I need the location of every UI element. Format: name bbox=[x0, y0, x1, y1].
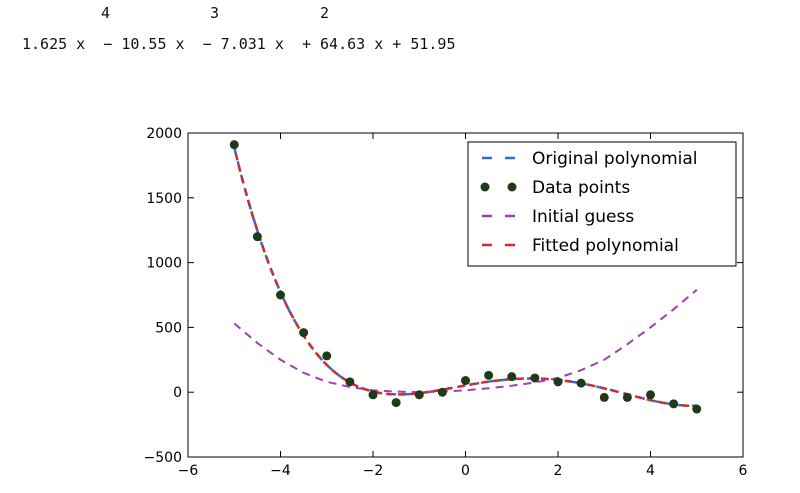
x-tick-label: 0 bbox=[461, 463, 470, 479]
y-tick-label: 1500 bbox=[146, 191, 182, 207]
data-point bbox=[622, 392, 632, 402]
x-tick-label: −2 bbox=[363, 463, 384, 479]
data-point bbox=[692, 404, 702, 414]
data-point bbox=[646, 390, 655, 400]
data-point bbox=[553, 377, 563, 387]
data-point bbox=[391, 398, 401, 408]
data-point bbox=[322, 351, 332, 361]
y-tick-label: 2000 bbox=[146, 126, 182, 142]
equation-text: 1.625 x − 10.55 x − 7.031 x + 64.63 x + … bbox=[22, 35, 456, 53]
data-point bbox=[530, 373, 540, 383]
data-point bbox=[414, 390, 424, 400]
data-point bbox=[599, 392, 609, 402]
data-point bbox=[299, 328, 309, 338]
legend-label: Fitted polynomial bbox=[532, 236, 679, 256]
data-point bbox=[229, 140, 239, 150]
legend-marker bbox=[507, 182, 517, 192]
legend-label: Data points bbox=[532, 178, 630, 198]
legend-label: Initial guess bbox=[532, 207, 634, 227]
equation: 4 3 2 1.625 x − 10.55 x − 7.031 x + 64.6… bbox=[0, 0, 800, 70]
data-point bbox=[437, 387, 447, 397]
data-point bbox=[252, 232, 262, 242]
x-tick-label: −4 bbox=[270, 463, 291, 479]
y-tick-label: 0 bbox=[173, 385, 182, 401]
data-point bbox=[669, 399, 679, 409]
series-line bbox=[233, 147, 697, 408]
y-tick-label: 1000 bbox=[146, 256, 182, 272]
y-tick-label: −500 bbox=[144, 450, 182, 466]
x-tick-label: 6 bbox=[739, 463, 748, 479]
data-point bbox=[576, 378, 586, 388]
exponent-4: 4 bbox=[101, 4, 111, 22]
data-point bbox=[461, 376, 470, 386]
plot-frame bbox=[187, 132, 744, 458]
data-point bbox=[368, 390, 378, 400]
y-tick-label: 500 bbox=[155, 320, 182, 336]
data-point bbox=[507, 372, 517, 382]
exponent-3: 3 bbox=[210, 4, 220, 22]
exponent-2: 2 bbox=[320, 4, 330, 22]
legend-marker bbox=[480, 182, 490, 192]
x-tick-label: 4 bbox=[646, 463, 655, 479]
data-point bbox=[345, 377, 355, 387]
data-point bbox=[276, 290, 285, 300]
data-point bbox=[484, 370, 494, 380]
legend: Original polynomial Data points Initial gu… bbox=[467, 141, 737, 267]
series-line bbox=[233, 289, 698, 394]
x-tick-label: 2 bbox=[554, 463, 563, 479]
legend-label: Original polynomial bbox=[532, 149, 698, 169]
x-tick-label: −6 bbox=[178, 463, 199, 479]
